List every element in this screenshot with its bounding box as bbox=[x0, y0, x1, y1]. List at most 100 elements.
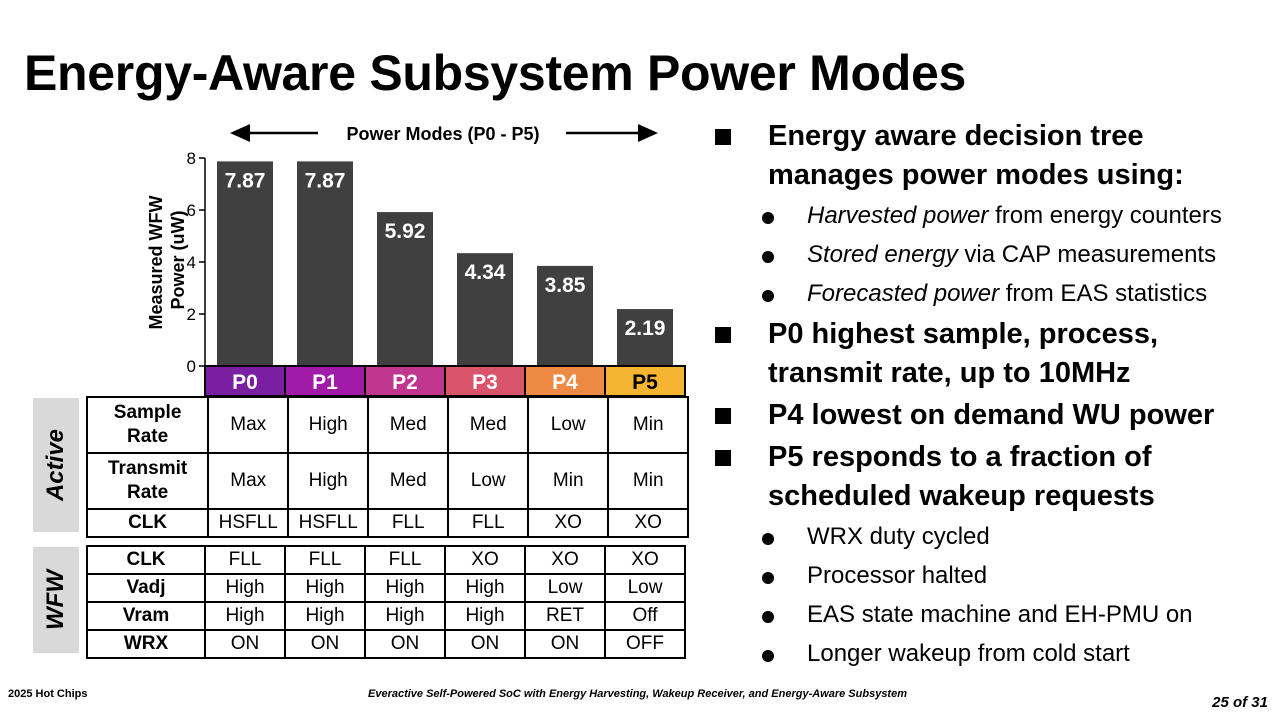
square-bullet-icon bbox=[715, 450, 731, 466]
table-cell: Max bbox=[207, 396, 290, 454]
table-cell: HSFLL bbox=[287, 508, 370, 538]
table-cell: High bbox=[364, 573, 446, 603]
y-axis: 0 2 4 6 8 bbox=[187, 149, 206, 376]
table-cell: ON bbox=[444, 629, 526, 659]
table-row: Vram High High High High RET Off bbox=[86, 601, 686, 631]
dot-bullet-icon bbox=[762, 533, 774, 545]
row-label: WRX bbox=[86, 629, 206, 659]
row-label: CLK bbox=[86, 545, 206, 575]
bar-value-label: 2.19 bbox=[625, 317, 666, 340]
category-cell-p3 bbox=[444, 365, 526, 397]
table-cell: FLL bbox=[447, 508, 530, 538]
sub-bullet-wrx: WRX duty cycled bbox=[712, 519, 1272, 555]
dot-bullet-icon bbox=[762, 251, 774, 263]
y-tick-label: 8 bbox=[187, 149, 196, 168]
dot-bullet-icon bbox=[762, 290, 774, 302]
y-tick-label: 6 bbox=[187, 201, 196, 220]
table-cell: Min bbox=[607, 452, 690, 510]
footer-conference: 2025 Hot Chips bbox=[8, 688, 88, 700]
table-cell: ON bbox=[364, 629, 446, 659]
table-cell: XO bbox=[604, 545, 686, 575]
table-cell: XO bbox=[607, 508, 690, 538]
page-number: 25 of 31 bbox=[1212, 694, 1268, 711]
bar-value-label: 5.92 bbox=[385, 220, 426, 243]
table-row: Vadj High High High High Low Low bbox=[86, 573, 686, 603]
row-label: Vram bbox=[86, 601, 206, 631]
category-cell-p1 bbox=[284, 365, 366, 397]
active-side-label: Active bbox=[33, 398, 79, 532]
bar-p5 bbox=[617, 309, 673, 366]
table-cell: Off bbox=[604, 601, 686, 631]
table-cell: FLL bbox=[204, 545, 286, 575]
table-cell: High bbox=[204, 573, 286, 603]
bar-p2 bbox=[377, 212, 433, 366]
right-arrow bbox=[566, 124, 658, 142]
table-cell: ON bbox=[284, 629, 366, 659]
slide-title: Energy-Aware Subsystem Power Modes bbox=[24, 45, 966, 101]
footer-subtitle: Everactive Self-Powered SoC with Energy … bbox=[368, 688, 907, 700]
square-bullet-icon bbox=[715, 327, 731, 343]
sub-bullet-eas: EAS state machine and EH-PMU on bbox=[712, 597, 1272, 633]
table-cell: High bbox=[204, 601, 286, 631]
dot-bullet-icon bbox=[762, 611, 774, 623]
table-cell: Med bbox=[447, 396, 530, 454]
dot-bullet-icon bbox=[762, 212, 774, 224]
table-cell: High bbox=[287, 452, 370, 510]
table-cell: OFF bbox=[604, 629, 686, 659]
table-cell: HSFLL bbox=[207, 508, 290, 538]
dot-bullet-icon bbox=[762, 572, 774, 584]
sub-bullet-wakeup: Longer wakeup from cold start bbox=[712, 636, 1272, 672]
bullet-p5: P5 responds to a fraction of scheduled w… bbox=[712, 438, 1272, 516]
bullet-p4: P4 lowest on demand WU power bbox=[712, 396, 1272, 435]
bar-value-label: 3.85 bbox=[545, 274, 586, 297]
bullet-decision-tree: Energy aware decision tree manages power… bbox=[712, 117, 1272, 195]
row-label: Transmit Rate bbox=[85, 452, 210, 510]
table-cell: High bbox=[364, 601, 446, 631]
table-row: Sample Rate Max High Med Med Low Min bbox=[85, 396, 690, 454]
row-label: CLK bbox=[85, 508, 210, 538]
y-tick-label: 0 bbox=[187, 357, 196, 376]
category-label: P5 bbox=[632, 371, 658, 394]
category-cell-p5 bbox=[604, 365, 686, 397]
wfw-side-label: WFW bbox=[33, 547, 79, 653]
square-bullet-icon bbox=[715, 408, 731, 424]
table-cell: FLL bbox=[284, 545, 366, 575]
table-cell: Low bbox=[527, 396, 610, 454]
sub-bullet-forecasted: Forecasted power from EAS statistics bbox=[712, 276, 1272, 312]
table-cell: High bbox=[444, 573, 526, 603]
table-row: Transmit Rate Max High Med Low Min Min bbox=[85, 452, 690, 510]
category-label: P4 bbox=[552, 371, 578, 394]
table-row: WRX ON ON ON ON ON OFF bbox=[86, 629, 686, 659]
category-label: P0 bbox=[232, 371, 258, 394]
table-cell: Med bbox=[367, 452, 450, 510]
bar-value-label: 7.87 bbox=[225, 169, 266, 192]
category-label: P3 bbox=[472, 371, 498, 394]
power-bar-chart: Power Modes (P0 - P5) Measured WFW Power… bbox=[146, 124, 686, 397]
table-cell: Max bbox=[207, 452, 290, 510]
category-label: P1 bbox=[312, 371, 338, 394]
bar-p0 bbox=[217, 161, 273, 366]
active-table: Sample Rate Max High Med Med Low Min Transmit R… bbox=[85, 396, 690, 538]
table-cell: Med bbox=[367, 396, 450, 454]
table-row: CLK HSFLL HSFLL FLL FLL XO XO bbox=[85, 508, 690, 538]
bullet-p0: P0 highest sample, process, transmit rat… bbox=[712, 315, 1272, 393]
table-cell: XO bbox=[527, 508, 610, 538]
table-row: CLK FLL FLL FLL XO XO XO bbox=[86, 545, 686, 575]
table-cell: High bbox=[284, 573, 366, 603]
table-cell: High bbox=[444, 601, 526, 631]
sub-bullet-processor: Processor halted bbox=[712, 558, 1272, 594]
bar-p3 bbox=[457, 253, 513, 366]
table-cell: Min bbox=[607, 396, 690, 454]
y-tick-label: 2 bbox=[187, 305, 196, 324]
table-cell: RET bbox=[524, 601, 606, 631]
y-axis-label-line-1: Measured WFW bbox=[146, 195, 166, 329]
chart-title: Power Modes (P0 - P5) bbox=[346, 124, 539, 144]
table-cell: XO bbox=[524, 545, 606, 575]
table-cell: Min bbox=[527, 452, 610, 510]
bar-p4 bbox=[537, 265, 593, 366]
bar-value-label: 4.34 bbox=[465, 261, 506, 284]
table-cell: XO bbox=[444, 545, 526, 575]
table-cell: ON bbox=[524, 629, 606, 659]
table-cell: Low bbox=[604, 573, 686, 603]
bullet-list: Energy aware decision tree manages power… bbox=[712, 117, 1272, 675]
